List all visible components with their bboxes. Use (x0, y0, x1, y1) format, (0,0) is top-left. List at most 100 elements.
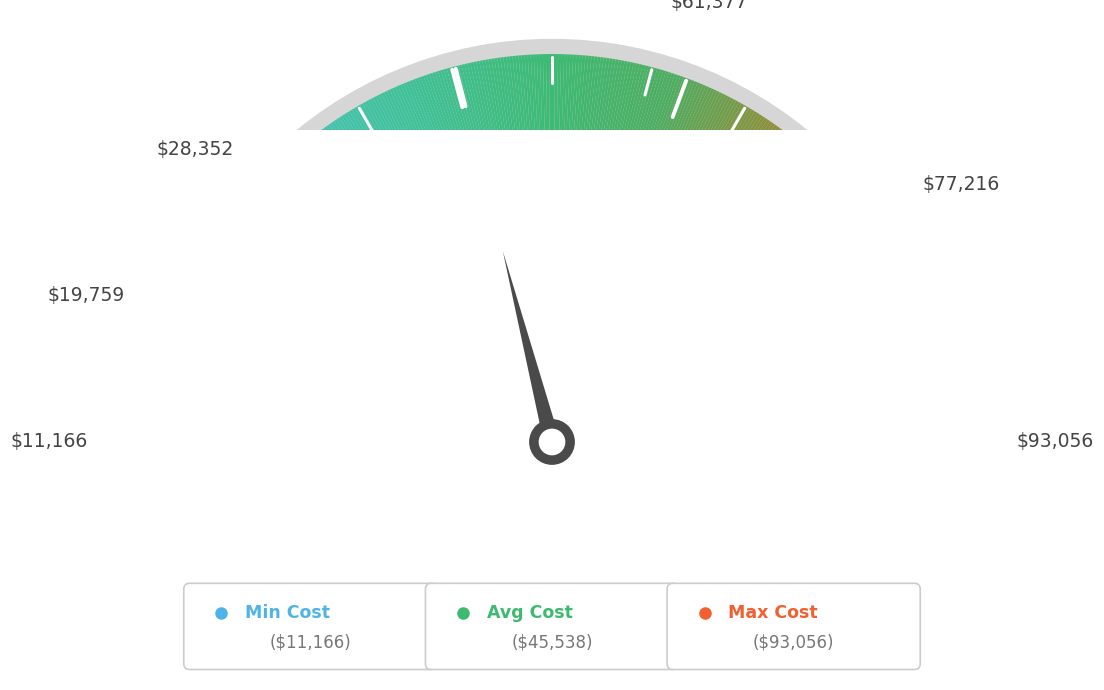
Wedge shape (193, 290, 353, 359)
Wedge shape (742, 258, 895, 341)
Wedge shape (164, 426, 336, 435)
Wedge shape (552, 54, 555, 226)
Wedge shape (171, 366, 340, 402)
Wedge shape (596, 62, 634, 230)
Wedge shape (168, 387, 338, 413)
Wedge shape (404, 82, 470, 242)
Wedge shape (456, 66, 500, 233)
Wedge shape (209, 258, 362, 341)
Wedge shape (756, 316, 920, 373)
Wedge shape (349, 239, 755, 442)
Wedge shape (708, 172, 832, 293)
Wedge shape (341, 115, 436, 260)
Wedge shape (347, 111, 439, 259)
Wedge shape (753, 296, 913, 362)
Wedge shape (200, 277, 357, 351)
Wedge shape (198, 282, 354, 355)
Wedge shape (335, 224, 769, 442)
Wedge shape (352, 108, 442, 257)
Wedge shape (686, 137, 795, 273)
Text: $77,216: $77,216 (923, 175, 1000, 194)
Wedge shape (333, 119, 432, 263)
Wedge shape (253, 193, 386, 304)
Wedge shape (368, 99, 450, 252)
Wedge shape (672, 119, 771, 263)
Wedge shape (567, 55, 583, 226)
Wedge shape (288, 155, 406, 283)
Wedge shape (373, 97, 454, 250)
Wedge shape (762, 346, 928, 390)
Wedge shape (179, 334, 344, 383)
Wedge shape (711, 179, 839, 297)
Wedge shape (712, 181, 841, 297)
Wedge shape (665, 111, 757, 259)
Wedge shape (507, 57, 529, 227)
Wedge shape (764, 369, 934, 403)
Wedge shape (319, 130, 424, 269)
Wedge shape (543, 54, 549, 226)
Wedge shape (358, 105, 445, 255)
Wedge shape (680, 130, 785, 269)
Wedge shape (758, 325, 923, 378)
Wedge shape (746, 271, 902, 348)
Wedge shape (379, 94, 457, 248)
Wedge shape (758, 328, 924, 380)
Wedge shape (591, 60, 625, 230)
Wedge shape (166, 402, 337, 422)
Wedge shape (381, 92, 458, 248)
Wedge shape (630, 80, 694, 241)
Wedge shape (564, 55, 576, 226)
Wedge shape (354, 106, 444, 256)
Wedge shape (166, 400, 337, 420)
Wedge shape (521, 55, 537, 226)
Wedge shape (519, 55, 535, 226)
Wedge shape (223, 234, 370, 328)
Wedge shape (180, 328, 346, 380)
Wedge shape (309, 137, 418, 273)
Wedge shape (362, 102, 448, 253)
Wedge shape (438, 70, 490, 235)
Wedge shape (601, 64, 643, 232)
Wedge shape (624, 76, 683, 239)
Wedge shape (760, 331, 924, 382)
Wedge shape (613, 70, 664, 235)
Wedge shape (488, 59, 518, 228)
Wedge shape (178, 337, 344, 385)
Wedge shape (177, 339, 343, 386)
Wedge shape (700, 159, 820, 286)
Wedge shape (479, 60, 513, 230)
Wedge shape (215, 247, 365, 335)
Wedge shape (760, 337, 926, 385)
Wedge shape (395, 86, 466, 244)
Wedge shape (679, 128, 783, 268)
Wedge shape (298, 147, 412, 279)
Wedge shape (187, 308, 349, 368)
Text: $11,166: $11,166 (11, 433, 87, 451)
Wedge shape (453, 66, 498, 233)
Wedge shape (619, 73, 675, 237)
Wedge shape (181, 325, 346, 378)
Wedge shape (242, 206, 380, 312)
Wedge shape (765, 382, 935, 410)
Wedge shape (707, 170, 830, 291)
Wedge shape (257, 188, 389, 302)
Wedge shape (766, 393, 937, 417)
Wedge shape (440, 70, 491, 235)
Wedge shape (768, 424, 940, 433)
Wedge shape (516, 55, 533, 227)
Wedge shape (631, 81, 698, 242)
Wedge shape (669, 116, 765, 262)
Wedge shape (716, 190, 849, 303)
Wedge shape (709, 174, 835, 294)
Wedge shape (750, 282, 906, 355)
Wedge shape (528, 55, 540, 226)
Wedge shape (429, 73, 485, 237)
Wedge shape (625, 77, 687, 239)
Wedge shape (604, 66, 648, 233)
Wedge shape (713, 183, 843, 299)
Wedge shape (461, 64, 503, 232)
Wedge shape (169, 375, 339, 406)
Wedge shape (574, 56, 595, 227)
Wedge shape (250, 197, 384, 307)
Wedge shape (722, 201, 859, 309)
